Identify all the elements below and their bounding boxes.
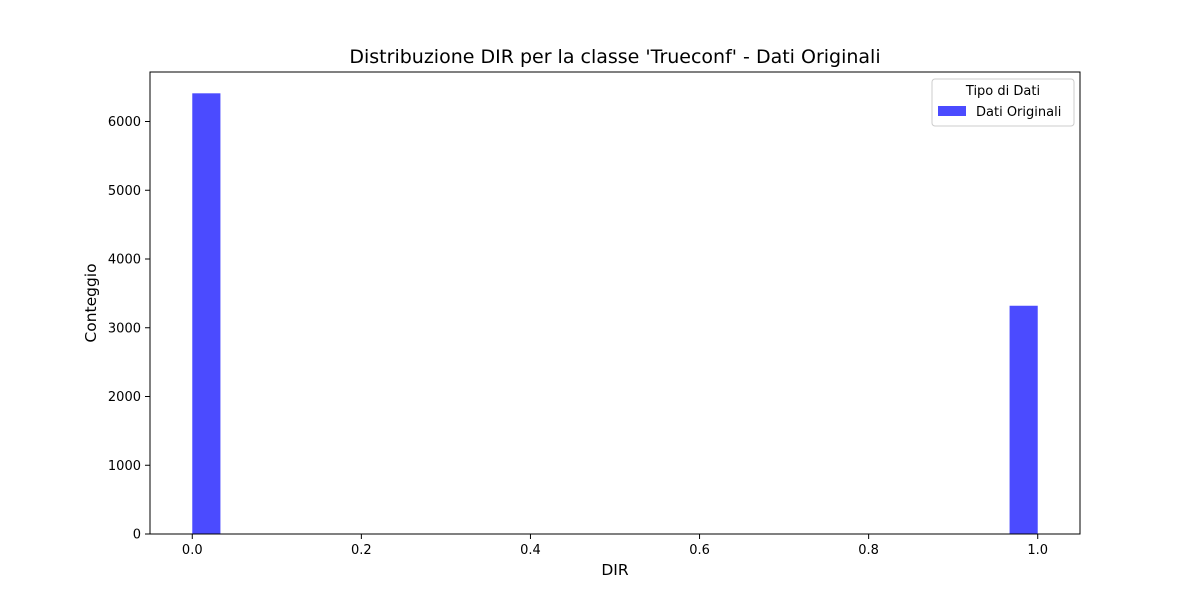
x-tick-label: 0.4	[520, 543, 541, 558]
legend-title: Tipo di Dati	[965, 84, 1040, 99]
x-tick-label: 0.0	[182, 543, 203, 558]
x-axis-label: DIR	[601, 561, 629, 579]
x-tick-label: 0.6	[689, 543, 710, 558]
x-tick-label: 1.0	[1027, 543, 1048, 558]
legend: Tipo di Dati Dati Originali	[931, 78, 1075, 127]
y-axis: 0 1000 2000 3000 4000 5000 6000	[108, 115, 150, 543]
y-tick-label: 5000	[108, 184, 141, 199]
y-axis-label: Conteggio	[82, 263, 100, 342]
plot-area-frame	[149, 71, 1081, 535]
y-tick-label: 2000	[108, 390, 141, 405]
y-tick-label: 1000	[108, 459, 141, 474]
legend-entry-label: Dati Originali	[976, 105, 1061, 120]
legend-box	[931, 78, 1075, 127]
x-axis: 0.0 0.2 0.4 0.6 0.8 1.0	[182, 534, 1048, 558]
x-tick-label: 0.8	[858, 543, 879, 558]
chart-title: Distribuzione DIR per la classe 'Truecon…	[349, 46, 880, 68]
y-tick-label: 0	[133, 528, 141, 543]
y-tick-label: 4000	[108, 253, 141, 268]
bars-layer	[192, 93, 1038, 534]
y-tick-label: 3000	[108, 321, 141, 336]
y-tick-label: 6000	[108, 115, 141, 130]
histogram-bar	[1009, 305, 1038, 534]
legend-swatch	[938, 106, 966, 116]
histogram-bar	[192, 93, 221, 534]
x-tick-label: 0.2	[351, 543, 372, 558]
